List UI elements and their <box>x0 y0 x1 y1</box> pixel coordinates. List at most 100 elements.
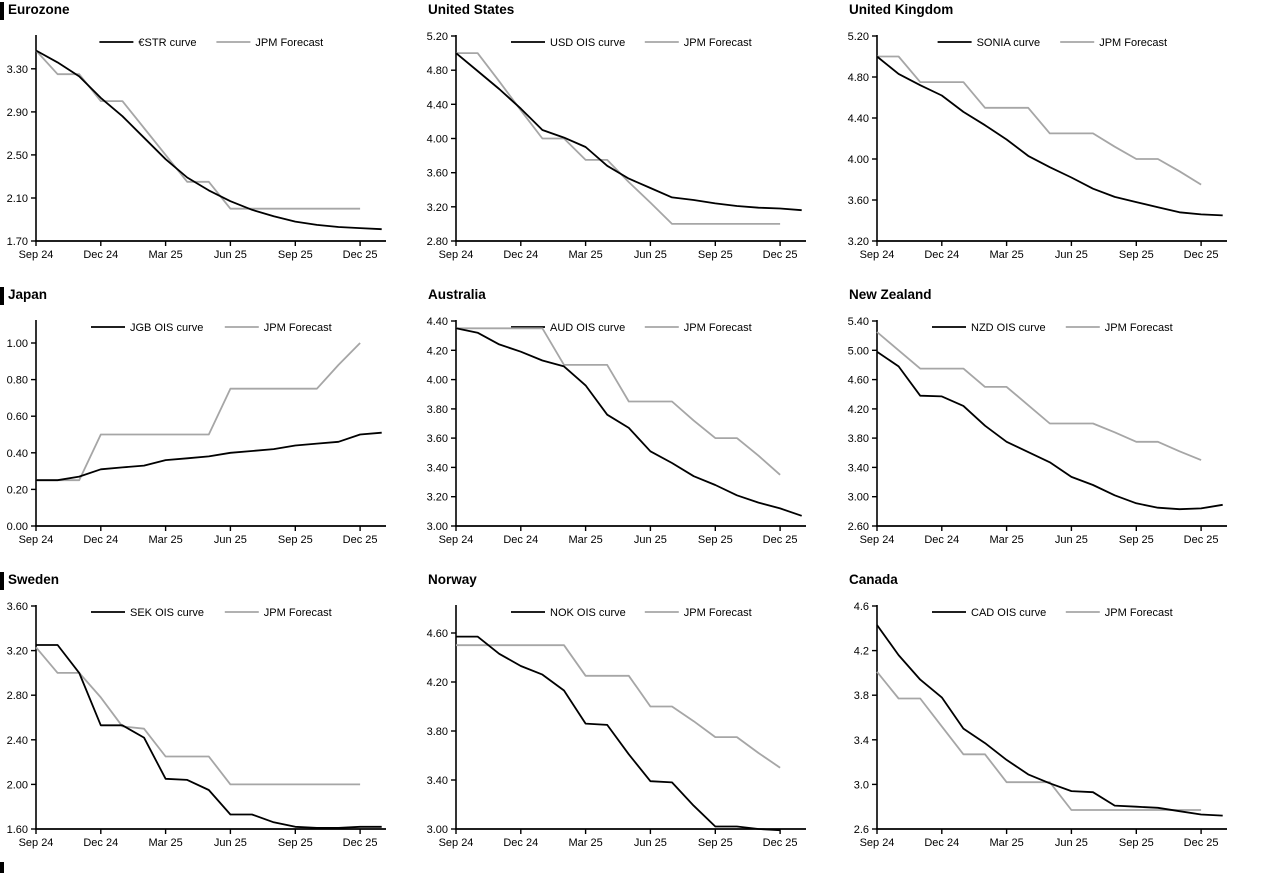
y-tick-label: 3.60 <box>848 195 869 207</box>
x-tick-label: Sep 25 <box>1119 534 1154 546</box>
market-line <box>36 644 382 829</box>
x-tick-label: Dec 24 <box>83 249 118 261</box>
y-tick-label: 3.00 <box>848 492 869 504</box>
y-tick-label: 3.4 <box>854 735 869 747</box>
x-tick-label: Sep 25 <box>698 534 733 546</box>
chart-title: Canada <box>849 572 898 587</box>
market-line <box>876 624 1223 817</box>
y-tick-label: 2.60 <box>848 521 869 533</box>
x-tick-label: Dec 24 <box>924 249 959 261</box>
y-tick-label: 0.40 <box>7 448 28 460</box>
x-tick-label: Jun 25 <box>214 534 247 546</box>
legend-market-label: CAD OIS curve <box>971 607 1046 619</box>
forecast-line <box>456 327 781 476</box>
y-tick-label: 4.80 <box>427 65 448 77</box>
y-tick-label: 3.00 <box>427 824 448 836</box>
x-tick-label: Jun 25 <box>634 249 667 261</box>
chart-title: Eurozone <box>8 2 70 17</box>
section-bar-partial <box>0 862 4 873</box>
y-tick-label: 4.40 <box>427 99 448 111</box>
market-line <box>36 431 382 482</box>
x-tick-label: Sep 24 <box>860 249 895 261</box>
y-tick-label: 3.60 <box>7 601 28 613</box>
y-tick-label: 3.80 <box>427 726 448 738</box>
x-tick-label: Sep 24 <box>19 837 54 849</box>
y-tick-label: 4.60 <box>848 375 869 387</box>
y-tick-label: 3.40 <box>848 462 869 474</box>
x-tick-label: Mar 25 <box>148 837 182 849</box>
y-tick-label: 3.8 <box>854 690 869 702</box>
legend-market-label: USD OIS curve <box>550 37 625 49</box>
legend-forecast-label: JPM Forecast <box>255 37 323 49</box>
forecast-line <box>877 55 1202 186</box>
chart-title: Australia <box>428 287 486 302</box>
forecast-line <box>876 671 1202 811</box>
legend-forecast-label: JPM Forecast <box>1099 37 1167 49</box>
y-tick-label: 4.00 <box>848 154 869 166</box>
legend-market-label: SEK OIS curve <box>130 607 204 619</box>
forecast-line <box>35 646 361 786</box>
y-tick-label: 5.00 <box>848 345 869 357</box>
x-tick-label: Mar 25 <box>148 249 182 261</box>
market-line <box>35 49 382 231</box>
x-tick-label: Sep 25 <box>278 249 313 261</box>
x-tick-label: Mar 25 <box>568 249 602 261</box>
x-tick-label: Sep 25 <box>278 837 313 849</box>
y-tick-label: 4.20 <box>427 345 448 357</box>
x-tick-label: Dec 25 <box>343 249 378 261</box>
chart-title: Japan <box>8 287 48 302</box>
x-tick-label: Jun 25 <box>1055 249 1088 261</box>
chart-united-kingdom: United Kingdom SONIA curve JPM Forecast 5.2… <box>841 0 1264 285</box>
x-tick-label: Sep 25 <box>1119 837 1154 849</box>
x-tick-label: Sep 25 <box>278 534 313 546</box>
chart-canvas: NOK OIS curve JPM Forecast 4.60 4.20 3.80 3.4… <box>427 605 806 849</box>
y-tick-label: 5.20 <box>427 31 448 43</box>
y-tick-label: 4.20 <box>848 404 869 416</box>
legend-forecast-label: JPM Forecast <box>264 607 332 619</box>
y-tick-label: 3.00 <box>427 521 448 533</box>
y-tick-label: 4.60 <box>427 628 448 640</box>
x-tick-label: Mar 25 <box>989 249 1023 261</box>
x-tick-label: Jun 25 <box>634 837 667 849</box>
chart-canvas: SEK OIS curve JPM Forecast 3.60 3.20 2.80 2.4… <box>7 601 386 849</box>
x-tick-label: Dec 25 <box>1184 249 1219 261</box>
y-tick-label: 5.20 <box>848 31 869 43</box>
chart-canvas: USD OIS curve JPM Forecast 5.20 4.80 4.40 4.0… <box>427 31 806 261</box>
x-tick-label: Jun 25 <box>634 534 667 546</box>
chart-title: New Zealand <box>849 287 932 302</box>
y-tick-label: 3.0 <box>854 779 869 791</box>
legend-forecast-label: JPM Forecast <box>1105 607 1173 619</box>
legend-market-label: AUD OIS curve <box>550 322 625 334</box>
y-tick-label: 4.00 <box>427 375 448 387</box>
forecast-line <box>456 52 781 225</box>
legend-forecast-label: JPM Forecast <box>1105 322 1173 334</box>
x-tick-label: Dec 24 <box>83 534 118 546</box>
x-tick-label: Sep 24 <box>19 249 54 261</box>
x-tick-label: Dec 25 <box>1184 837 1219 849</box>
x-tick-label: Jun 25 <box>1055 837 1088 849</box>
chart-canada: Canada CAD OIS curve JPM Forecast 4.6 4.2 3.8… <box>841 570 1264 873</box>
x-tick-label: Sep 24 <box>439 534 474 546</box>
y-tick-label: 1.60 <box>7 824 28 836</box>
y-tick-label: 4.2 <box>854 646 869 658</box>
x-tick-label: Dec 25 <box>763 837 798 849</box>
y-tick-label: 3.20 <box>427 492 448 504</box>
chart-sweden: Sweden SEK OIS curve JPM Forecast 3.60 3.20 2… <box>0 570 420 873</box>
y-tick-label: 3.40 <box>427 775 448 787</box>
x-tick-label: Sep 24 <box>860 837 895 849</box>
x-tick-label: Sep 25 <box>698 249 733 261</box>
y-tick-label: 0.60 <box>7 411 28 423</box>
x-tick-label: Dec 25 <box>763 534 798 546</box>
legend-market-label: SONIA curve <box>977 37 1041 49</box>
y-tick-label: 4.6 <box>854 601 869 613</box>
x-tick-label: Sep 24 <box>19 534 54 546</box>
x-tick-label: Mar 25 <box>568 534 602 546</box>
x-tick-label: Dec 25 <box>343 837 378 849</box>
y-tick-label: 3.20 <box>427 202 448 214</box>
x-tick-label: Dec 25 <box>1184 534 1219 546</box>
chart-united-states: United States USD OIS curve JPM Forecast 5.… <box>420 0 841 285</box>
x-tick-label: Jun 25 <box>1055 534 1088 546</box>
y-tick-label: 2.50 <box>7 150 28 162</box>
chart-canvas: CAD OIS curve JPM Forecast 4.6 4.2 3.8 3.4 3.0… <box>854 601 1227 849</box>
